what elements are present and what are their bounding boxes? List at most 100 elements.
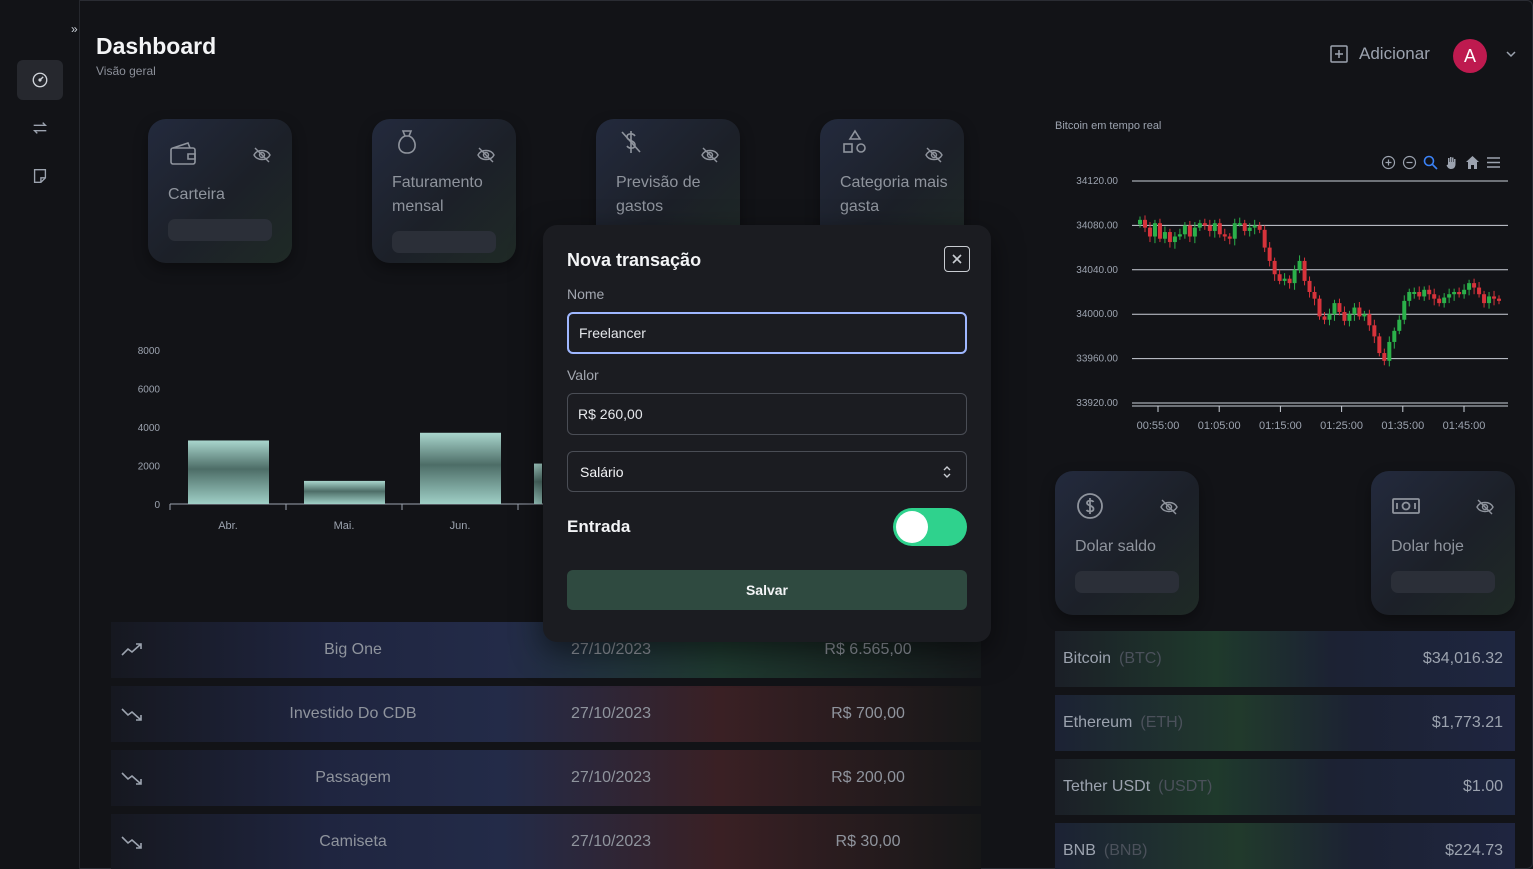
reset-home-icon[interactable] <box>1465 155 1480 170</box>
trending-down-icon <box>121 772 142 785</box>
crypto-row-eth[interactable]: Ethereum (ETH) $1,773.21 <box>1055 695 1515 751</box>
avatar[interactable]: A <box>1453 39 1487 73</box>
card-label: Dolar hoje <box>1391 538 1464 555</box>
bar <box>420 432 501 504</box>
pan-hand-icon[interactable] <box>1444 155 1459 170</box>
candle-body <box>1162 232 1167 239</box>
candle-body <box>1442 297 1447 304</box>
category-select[interactable]: Salário <box>567 451 967 492</box>
transaction-row[interactable]: Passagem 27/10/2023 R$ 200,00 <box>111 750 981 806</box>
transaction-name: Camiseta <box>319 833 387 850</box>
zoom-out-icon[interactable] <box>1402 155 1417 170</box>
crypto-row-usdt[interactable]: Tether USDt (USDT) $1.00 <box>1055 759 1515 815</box>
gauge-icon <box>32 72 48 88</box>
card-value-hidden <box>1075 571 1179 593</box>
candle-body <box>1262 229 1267 248</box>
transaction-row[interactable]: Camiseta 27/10/2023 R$ 30,00 <box>111 814 981 869</box>
chart-toolbar <box>1381 155 1501 170</box>
transaction-row[interactable]: Investido Do CDB 27/10/2023 R$ 700,00 <box>111 686 981 742</box>
candle-body <box>1302 260 1307 281</box>
card-carteira[interactable]: Carteira <box>148 119 292 263</box>
card-dolar-saldo[interactable]: Dolar saldo <box>1055 471 1199 615</box>
candle-body <box>1402 300 1407 320</box>
x-tick-label: Jun. <box>450 520 471 532</box>
no-dollar-icon <box>621 131 641 153</box>
crypto-price: $224.73 <box>1445 842 1503 859</box>
value-input[interactable] <box>567 393 967 435</box>
toggle-knob <box>896 511 928 543</box>
sidebar-item-dashboard[interactable] <box>17 60 63 100</box>
crypto-row-bnb[interactable]: BNB (BNB) $224.73 <box>1055 823 1515 869</box>
entrada-toggle[interactable] <box>893 508 967 546</box>
x-tick-label: 01:45:00 <box>1443 420 1486 432</box>
chevron-down-icon[interactable] <box>1504 47 1518 61</box>
eye-off-icon[interactable] <box>476 145 496 165</box>
crypto-price: $1,773.21 <box>1431 714 1503 731</box>
menu-icon[interactable] <box>1486 155 1501 170</box>
trending-down-icon <box>121 836 142 849</box>
close-button[interactable] <box>944 246 970 272</box>
candle-body <box>1222 234 1227 237</box>
candle-body <box>1497 298 1502 301</box>
money-bag-icon <box>398 130 416 154</box>
save-button[interactable]: Salvar <box>567 570 967 610</box>
transaction-date: 27/10/2023 <box>570 769 652 786</box>
add-button[interactable]: Adicionar <box>1329 44 1430 64</box>
candle-body <box>1327 314 1332 320</box>
candle-body <box>1152 223 1157 237</box>
candle-body <box>1237 223 1242 226</box>
candle-body <box>1437 298 1442 304</box>
card-label: Faturamento mensal <box>392 174 483 215</box>
card-value-hidden <box>168 219 272 241</box>
candle-body <box>1207 225 1212 231</box>
transaction-name: Big One <box>324 641 382 658</box>
card-label: Carteira <box>168 186 225 203</box>
candle-body <box>1287 278 1292 284</box>
crypto-row-btc[interactable]: Bitcoin (BTC) $34,016.32 <box>1055 631 1515 687</box>
expand-sidebar-icon[interactable]: » <box>71 22 78 36</box>
candle-body <box>1147 227 1152 237</box>
x-tick-label: 01:15:00 <box>1259 420 1302 432</box>
candle-body <box>1292 269 1297 284</box>
new-transaction-modal: Nova transação Nome Valor Salário Entrad… <box>543 225 991 642</box>
candle-body <box>1347 314 1352 321</box>
candle-body <box>1432 294 1437 299</box>
eye-off-icon[interactable] <box>252 145 272 165</box>
candle-body <box>1212 223 1217 231</box>
candle-body <box>1182 225 1187 235</box>
eye-off-icon[interactable] <box>924 145 944 165</box>
shapes-icon <box>843 129 866 153</box>
candle-body <box>1282 278 1287 281</box>
eye-off-icon[interactable] <box>1475 497 1495 517</box>
candle-body <box>1187 225 1192 237</box>
bar <box>304 480 385 504</box>
page-title: Dashboard <box>96 33 217 59</box>
y-tick-label: 0 <box>154 500 160 511</box>
eye-off-icon[interactable] <box>1159 497 1179 517</box>
crypto-name: BNB (BNB) <box>1063 842 1148 859</box>
candle-body <box>1272 260 1277 275</box>
card-dolar-hoje[interactable]: Dolar hoje <box>1371 471 1515 615</box>
eye-off-icon[interactable] <box>700 145 720 165</box>
candle-body <box>1257 225 1262 230</box>
candle-body <box>1472 283 1477 288</box>
card-faturamento[interactable]: Faturamento mensal <box>372 119 516 263</box>
candle-body <box>1407 292 1412 301</box>
sidebar-item-notes[interactable] <box>17 156 63 196</box>
zoom-in-icon[interactable] <box>1381 155 1396 170</box>
value-label: Valor <box>567 367 599 383</box>
candle-body <box>1462 289 1467 295</box>
sidebar-item-transactions[interactable] <box>17 108 63 148</box>
candle-body <box>1377 336 1382 354</box>
card-value-hidden <box>392 231 496 253</box>
selection-zoom-icon[interactable] <box>1423 155 1438 170</box>
y-tick-label: 33920.00 <box>1076 398 1118 409</box>
y-tick-label: 6000 <box>138 385 161 396</box>
candle-body <box>1138 219 1142 225</box>
candle-body <box>1277 274 1282 281</box>
transaction-date: 27/10/2023 <box>570 641 652 658</box>
banknote-icon <box>1392 498 1420 514</box>
name-input[interactable] <box>567 312 967 354</box>
transaction-amount: R$ 6.565,00 <box>824 641 912 658</box>
candle-body <box>1312 292 1317 299</box>
